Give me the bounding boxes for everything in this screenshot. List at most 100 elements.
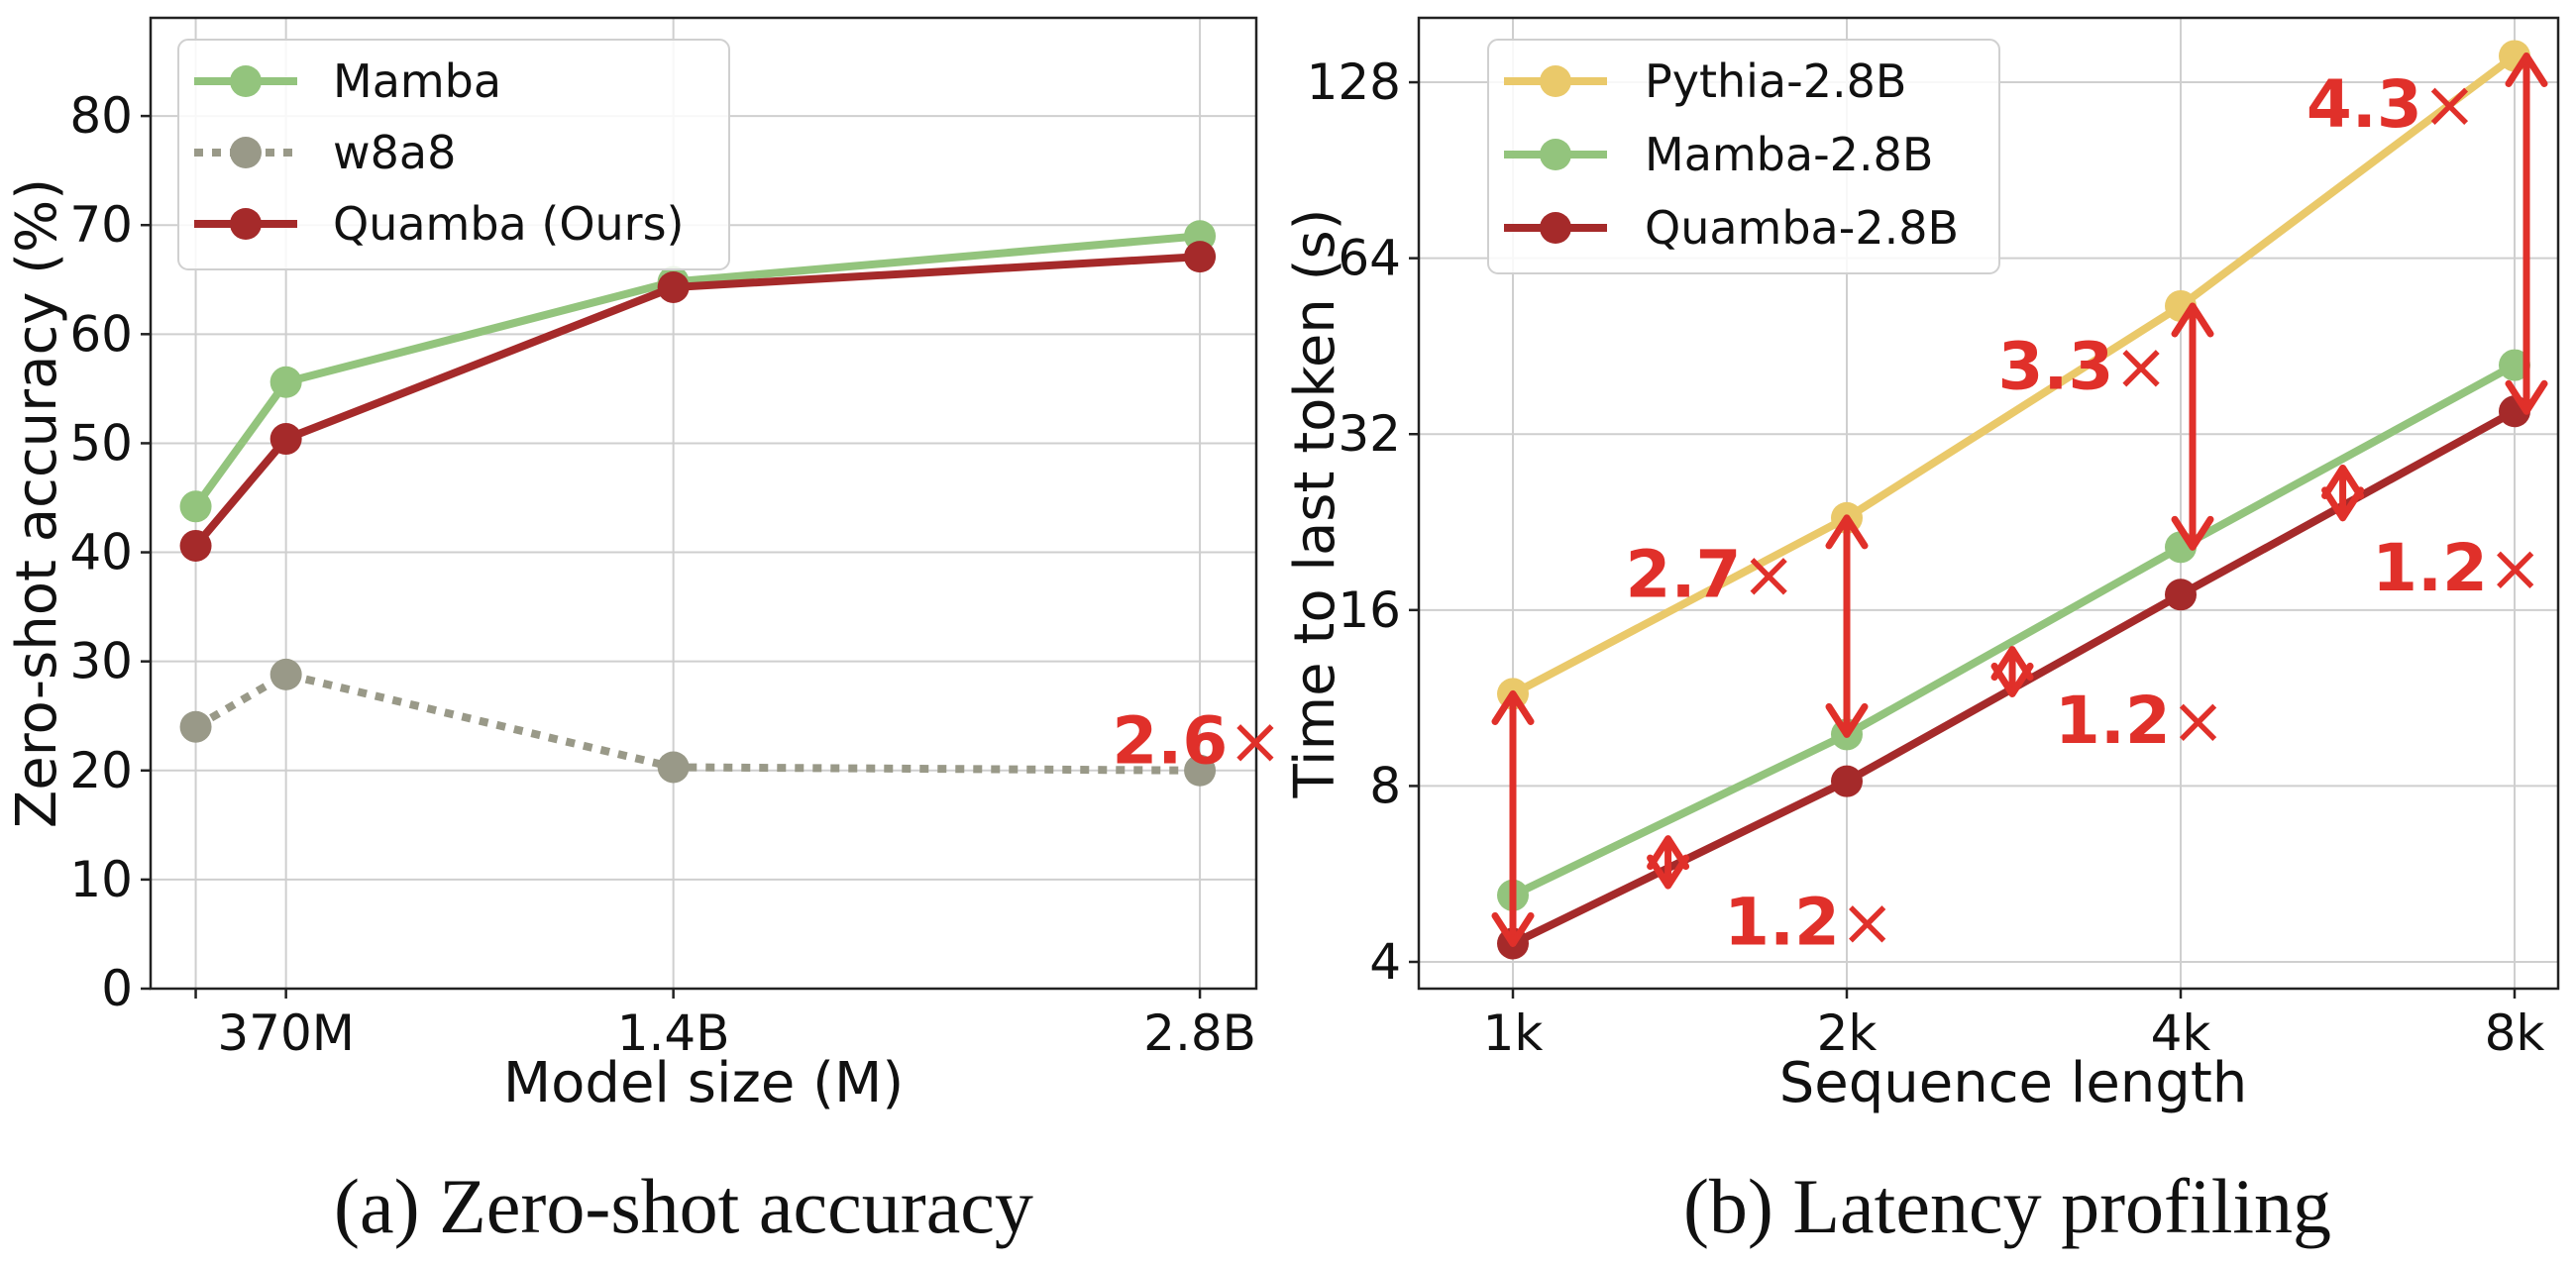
panel-b-caption: (b) Latency profiling xyxy=(1683,1163,2331,1249)
panel-b-x-tick-label: 2k xyxy=(1817,1004,1878,1062)
panel-a-data-point xyxy=(1184,754,1217,787)
panel-b-legend-label: Quamba-2.8B xyxy=(1645,201,1959,255)
panel-b-speedup-label: 1.2× xyxy=(2372,530,2542,606)
speedup-times-symbol: × xyxy=(1840,885,1894,961)
speedup-arrow-head-up xyxy=(1990,646,2034,682)
panel-a-data-point xyxy=(179,529,212,562)
panel-a-legend-label: w8a8 xyxy=(333,126,456,179)
panel-b-data-point xyxy=(2165,579,2197,611)
panel-a-legend-label: Mamba xyxy=(333,54,501,108)
panel-b-x-axis-label: Sequence length xyxy=(1779,1051,2248,1115)
speedup-times-symbol: × xyxy=(1741,537,1795,613)
panel-a-zero-shot-accuracy: 0 10 20 30 40 50 60 70 80 370M 1.4B 2.8B Model size… xyxy=(5,16,1258,1249)
panel-b-legend-marker xyxy=(1540,65,1571,97)
panel-a-x-tick-label: 1.4B xyxy=(617,1004,730,1062)
speedup-times-symbol: × xyxy=(2171,683,2225,759)
panel-b-data-point xyxy=(1831,765,1863,797)
panel-a-y-axis-label: Zero-shot accuracy (%) xyxy=(5,178,69,828)
panel-b-speedup-label: 4.3× xyxy=(2307,66,2477,143)
panel-b-series-line-pythia-2-8b xyxy=(1511,53,2518,697)
panel-a-y-tick-label: 40 xyxy=(69,524,133,581)
speedup-arrow-head-up xyxy=(1825,514,1869,550)
panel-b-legend: Pythia-2.8B Mamba-2.8B Quamba-2.8B xyxy=(1487,39,2000,274)
panel-b-legend-marker xyxy=(1540,139,1571,170)
panel-b-y-axis-label: Time to last token (s) xyxy=(1283,209,1347,799)
panel-b-legend-label: Pythia-2.8B xyxy=(1645,54,1906,108)
panel-a-legend-marker xyxy=(230,65,262,97)
speedup-arrow-head-up xyxy=(2321,464,2365,499)
panel-a-data-point xyxy=(179,490,212,523)
panel-a-series-line-w8a8 xyxy=(193,670,1201,775)
panel-a-x-axis-label: Model size (M) xyxy=(503,1051,904,1115)
panel-b-y-tick-label: 32 xyxy=(1338,405,1401,463)
panel-b-y-tick-label: 8 xyxy=(1369,757,1401,814)
speedup-times-symbol: × xyxy=(2113,329,2168,405)
speedup-arrow-head-down xyxy=(2171,515,2214,551)
panel-a-legend: Mamba w8a8 Quamba (Ours) xyxy=(177,39,730,270)
speedup-arrow-head-down xyxy=(1491,911,1535,947)
speedup-arrow-head-down xyxy=(1647,854,1690,890)
panel-b-speedup-arrow xyxy=(2171,302,2214,551)
speedup-times-symbol: × xyxy=(2422,66,2477,143)
panel-a-y-tick-label: 30 xyxy=(69,633,133,690)
panel-b-legend-marker xyxy=(1540,212,1571,244)
panel-a-y-tick-label: 70 xyxy=(69,196,133,254)
speedup-value: 1.2 xyxy=(2372,530,2488,606)
panel-b-y-tick-label: 128 xyxy=(1307,53,1401,111)
panel-b-speedup-arrow xyxy=(1647,835,1690,890)
panel-a-data-point xyxy=(657,270,690,303)
panel-b-speedup-label: 1.2× xyxy=(1724,885,1894,961)
panel-a-y-tick-label: 50 xyxy=(69,414,133,472)
panel-a-series xyxy=(179,220,1217,787)
panel-b-x-tick-label: 4k xyxy=(2151,1004,2211,1062)
panel-a-y-tick-label: 60 xyxy=(69,305,133,363)
panel-b-data-point xyxy=(2499,349,2530,381)
speedup-times-symbol: × xyxy=(1228,703,1282,780)
panel-b-speedup-arrow xyxy=(2505,52,2548,415)
panel-a-y-tick-label: 10 xyxy=(69,851,133,908)
panel-a-data-point xyxy=(269,366,302,398)
panel-b-plot-frame xyxy=(1417,16,2560,991)
panel-b-x-tick-label: 1k xyxy=(1483,1004,1544,1062)
panel-a-series-line-quamba-ours- xyxy=(192,253,1201,549)
panel-a-ticks: 0 10 20 30 40 50 60 70 80 370M 1.4B 2.8B xyxy=(69,87,1256,1062)
speedup-value: 2.7 xyxy=(1626,537,1742,613)
panel-b-y-tick-label: 64 xyxy=(1338,230,1401,287)
speedup-arrow-head-down xyxy=(2321,486,2365,522)
panel-b-speedup-label: 1.2× xyxy=(2055,683,2225,759)
panel-b-speedup-label: 2.7× xyxy=(1626,537,1796,613)
speedup-value: 3.3 xyxy=(1997,329,2113,405)
panel-b-y-tick-label: 16 xyxy=(1338,581,1401,639)
panel-a-y-tick-label: 0 xyxy=(101,960,133,1017)
speedup-value: 1.2 xyxy=(1724,885,1840,961)
speedup-times-symbol: × xyxy=(2488,530,2542,606)
panel-b-speedup-annotations: 2.6×1.2×2.7×1.2×3.3×1.2×4.3× xyxy=(1112,52,2548,961)
panel-a-plot-frame xyxy=(149,16,1258,991)
panel-b-y-tick-label: 4 xyxy=(1369,933,1401,991)
panel-b-speedup-arrow xyxy=(1491,689,1535,947)
panel-b-speedup-arrow xyxy=(1825,514,1869,738)
panel-b-speedup-arrow xyxy=(2321,464,2365,522)
speedup-value: 2.6 xyxy=(1112,703,1228,780)
panel-a-legend-marker xyxy=(230,208,262,240)
panel-a-legend-marker xyxy=(230,137,262,168)
panel-a-data-point xyxy=(657,751,690,784)
panel-b-legend-label: Mamba-2.8B xyxy=(1645,128,1933,181)
panel-a-data-point xyxy=(269,658,302,690)
panel-b-speedup-label: 2.6× xyxy=(1112,703,1282,780)
panel-a-y-tick-label: 80 xyxy=(69,87,133,145)
panel-a-legend-box xyxy=(177,39,730,270)
panel-a-legend-label: Quamba (Ours) xyxy=(333,197,685,251)
panel-b-speedup-arrow xyxy=(1990,646,2034,697)
speedup-arrow-head-up xyxy=(1647,835,1690,871)
speedup-arrow-head-down xyxy=(1990,662,2034,697)
speedup-value: 1.2 xyxy=(2055,683,2171,759)
panel-a-x-tick-label: 2.8B xyxy=(1143,1004,1256,1062)
speedup-arrow-head-down xyxy=(1825,702,1869,738)
speedup-arrow-head-up xyxy=(2171,302,2214,338)
speedup-arrow-head-up xyxy=(2505,52,2548,87)
panel-a-x-tick-label: 370M xyxy=(217,1004,355,1062)
panel-a-data-point xyxy=(269,423,302,456)
panel-a-data-point xyxy=(1184,241,1217,273)
